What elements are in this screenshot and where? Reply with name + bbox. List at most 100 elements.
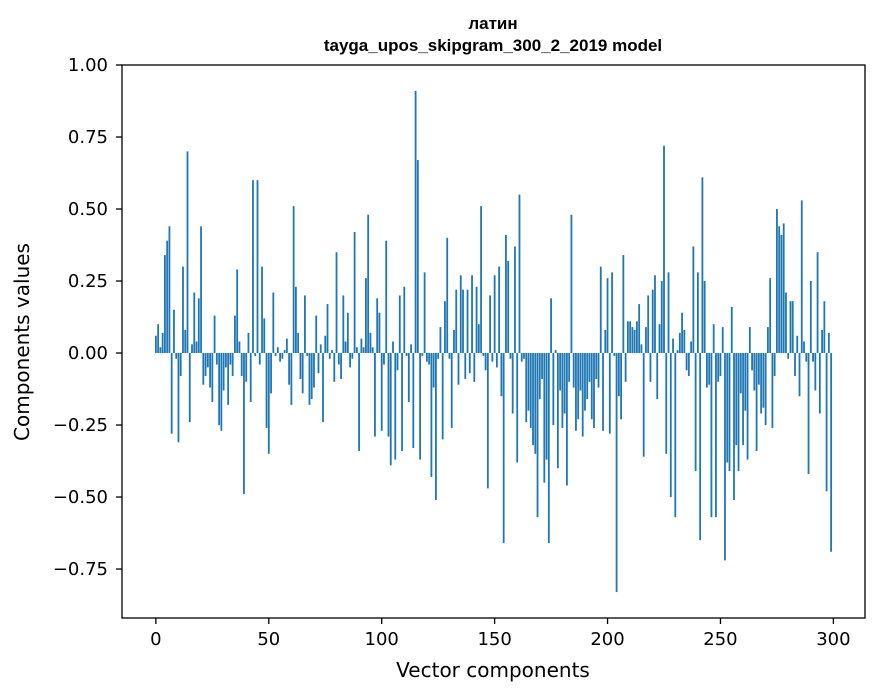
bar — [430, 353, 433, 477]
bar — [446, 237, 449, 354]
bar — [593, 353, 595, 428]
bar — [154, 335, 157, 354]
bar — [263, 318, 266, 354]
bar — [760, 353, 763, 414]
bar — [392, 341, 394, 354]
bar — [310, 353, 313, 400]
bar — [285, 338, 288, 354]
bar — [575, 353, 577, 431]
bar — [394, 353, 397, 460]
x-tick-label: 250 — [703, 629, 737, 650]
bar — [744, 353, 747, 411]
bar — [645, 327, 647, 354]
bar — [606, 278, 609, 354]
bar — [432, 353, 435, 388]
bar — [319, 344, 322, 354]
bar — [450, 353, 453, 428]
bar — [694, 353, 697, 472]
bar — [581, 353, 584, 437]
bar — [254, 353, 257, 356]
bar — [161, 332, 164, 354]
bar — [642, 353, 645, 457]
bar — [202, 353, 205, 385]
bar — [536, 353, 539, 518]
bar — [166, 240, 169, 354]
bar — [249, 353, 252, 402]
bar — [164, 255, 166, 354]
bar — [206, 353, 209, 368]
bar — [523, 353, 525, 359]
bar — [457, 353, 460, 385]
bar — [717, 353, 720, 382]
bar — [179, 353, 182, 377]
bar — [328, 353, 331, 359]
bar — [660, 281, 663, 354]
bar — [308, 353, 311, 405]
bar — [737, 353, 740, 472]
bar — [674, 353, 677, 518]
bar — [543, 353, 546, 483]
bar — [186, 151, 189, 354]
bar — [757, 353, 760, 385]
bar — [796, 335, 799, 354]
bar — [313, 353, 315, 388]
bar — [599, 266, 602, 354]
bar — [787, 353, 790, 359]
bar — [812, 353, 814, 362]
bar — [279, 353, 281, 362]
bar — [421, 353, 424, 356]
bar — [638, 304, 641, 354]
bar — [435, 353, 437, 500]
bar — [362, 347, 365, 354]
bar — [739, 353, 742, 394]
bar — [243, 353, 245, 495]
bar — [778, 226, 781, 354]
bar — [351, 353, 354, 359]
bar — [672, 338, 674, 354]
y-tick-label: 0.75 — [68, 127, 108, 148]
bar — [324, 335, 327, 354]
bar — [726, 353, 729, 463]
bar — [360, 338, 363, 354]
bar — [480, 206, 482, 354]
x-tick-label: 100 — [365, 629, 399, 650]
bar — [326, 304, 329, 354]
y-axis-label: Components values — [10, 243, 34, 441]
bar — [669, 353, 672, 498]
bar — [776, 209, 778, 354]
bar — [245, 353, 248, 382]
bar — [471, 275, 473, 354]
bar — [617, 353, 620, 397]
bar — [604, 329, 607, 354]
y-tick-label: −0.25 — [53, 415, 108, 436]
bar — [294, 286, 297, 354]
bar — [538, 353, 541, 400]
bar — [751, 353, 753, 371]
bar — [168, 226, 171, 354]
x-axis-label: Vector components — [396, 658, 590, 682]
bar — [353, 232, 356, 354]
bar — [200, 226, 202, 354]
bar — [317, 353, 320, 374]
bar — [579, 353, 582, 391]
bar — [204, 353, 207, 377]
bar — [385, 240, 388, 354]
bar — [337, 353, 340, 365]
bar — [297, 332, 300, 354]
bar — [730, 306, 733, 354]
bar — [455, 289, 458, 354]
bar — [157, 324, 160, 354]
bar — [516, 353, 519, 463]
bar — [331, 350, 333, 354]
bar — [762, 353, 765, 408]
bar — [703, 281, 706, 354]
bar — [640, 344, 643, 354]
bar — [423, 272, 426, 354]
bar — [676, 350, 679, 354]
bar — [346, 312, 349, 354]
bar — [213, 315, 216, 354]
bar — [211, 353, 214, 402]
bar — [602, 353, 604, 431]
bar — [701, 177, 704, 354]
bar — [552, 353, 555, 426]
